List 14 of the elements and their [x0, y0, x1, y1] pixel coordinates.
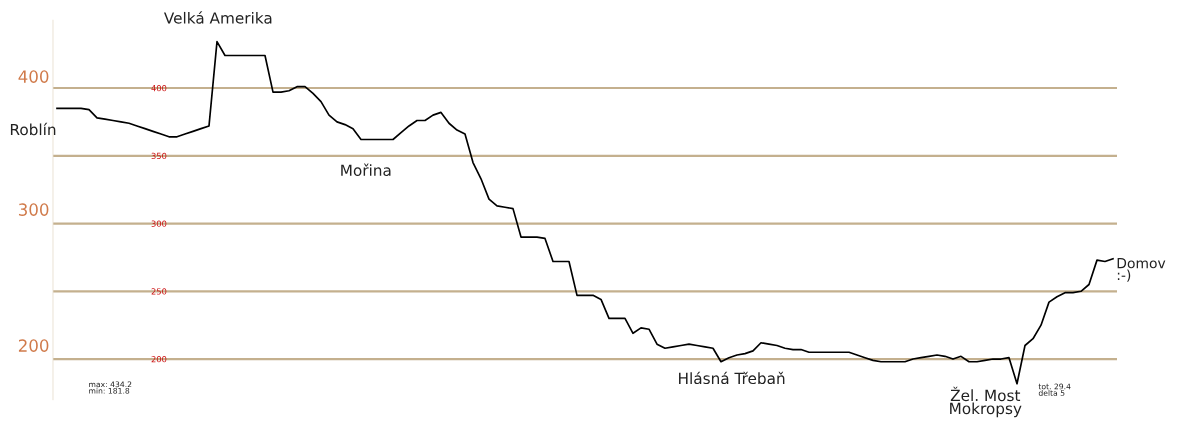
annotation: Hlásná Třebaň — [679, 371, 785, 385]
text: 400 — [18, 70, 49, 83]
y-tick-label: 350 — [151, 152, 167, 160]
y-tick-label: 400 — [151, 84, 167, 92]
text: 300 — [18, 203, 49, 216]
annotation: Velká Amerika — [163, 11, 272, 24]
text: Domov :-) — [1117, 258, 1166, 282]
y-tick-label: 300 — [151, 220, 167, 227]
text: 200 — [18, 339, 49, 352]
annotation: Roblín — [10, 122, 56, 136]
y-tick-label: 200 — [151, 356, 167, 363]
annotation: Žel. Most Mokropsy — [950, 386, 1022, 418]
y-tick-label: 250 — [151, 288, 167, 295]
annotation: Mořina — [341, 163, 391, 177]
